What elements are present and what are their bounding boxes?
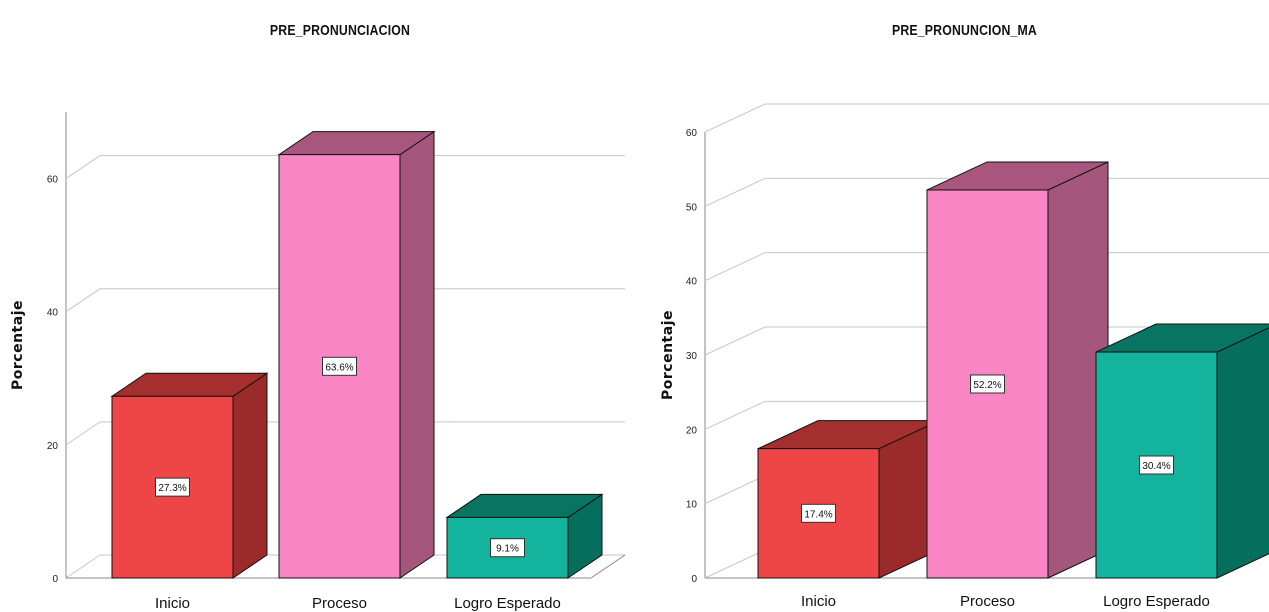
chart-panel-left: PRE_PRONUNCIACION 0 20 40 60 Porcentaje 27.3%… [10,22,626,612]
wall-gridline [704,475,766,505]
y-tick-label: 20 [47,441,59,452]
y-tick-label: 0 [691,574,697,585]
wall-gridline [65,554,101,579]
y-tick-label: 50 [686,202,698,213]
chart-title-right: PRE_PRONUNCION_MA [892,22,1037,39]
data-label-box [970,374,1005,394]
bar-side-face [399,130,435,579]
data-label: 27.3% [158,483,186,494]
floor-edge [590,554,626,579]
chart-right: 0 10 20 30 40 50 60 Porcentaje 17.4% Inicio 52.2% P… [660,103,1269,610]
y-tick-label: 20 [686,425,698,436]
wall-gridline [704,549,766,579]
bar-logro: 9.1% [445,493,604,579]
data-label-box [490,538,525,558]
data-label-box [1139,455,1174,475]
y-tick-label: 40 [47,308,59,319]
wall-gridline [65,421,101,446]
bar-inicio: 27.3% [110,372,269,579]
bar-inicio: 17.4% [757,419,940,579]
data-label-box [322,356,357,376]
x-tick-label: Logro Esperado [1103,593,1210,610]
data-label: 9.1% [496,544,519,555]
wall-gridline [704,400,766,430]
data-label-box [155,477,190,497]
data-label: 17.4% [804,509,832,520]
y-axis-label: Porcentaje [660,310,676,400]
wall-gridline [65,155,101,179]
bar-logro: 30.4% [1095,323,1269,579]
data-label: 30.4% [1142,461,1170,472]
bar-side-face [232,372,268,579]
x-tick-label: Proceso [960,593,1015,610]
x-tick-label: Proceso [312,595,367,612]
wall-gridline [704,103,766,133]
plot-area-1: 0 10 20 30 40 50 60 Porcentaje 17.4% Inicio 52.2% P… [660,103,1269,610]
bar-proceso: 63.6% [277,130,436,579]
y-tick-label: 0 [52,574,58,585]
wall-gridline [704,326,766,356]
bar-side-face [1216,327,1269,579]
y-axis-label: Porcentaje [10,300,26,390]
x-tick-label: Logro Esperado [454,595,561,612]
y-tick-label: 10 [686,500,698,511]
chart-panel-right: PRE_PRONUNCION_MA 0 10 20 30 40 50 60 Porcentaj… [640,0,1269,612]
y-tick-label: 60 [47,175,59,186]
chart-left: 0 20 40 60 Porcentaje 27.3% Inicio 63.6% Proceso… [10,112,626,612]
data-label-box [801,503,836,523]
plot-area-0: 0 20 40 60 Porcentaje 27.3% Inicio 63.6% Proceso… [10,112,626,612]
wall-gridline [704,252,766,282]
y-tick-label: 30 [686,351,698,362]
wall-gridline [65,288,101,313]
chart-title-left: PRE_PRONUNCIACION [269,22,411,39]
y-tick-label: 60 [686,128,698,139]
x-tick-label: Inicio [155,595,190,612]
wall-gridline [704,177,766,207]
data-label: 52.2% [973,380,1001,391]
data-label: 63.6% [325,362,353,373]
bar-proceso: 52.2% [926,161,1109,579]
y-tick-label: 40 [686,277,698,288]
x-tick-label: Inicio [801,593,836,610]
